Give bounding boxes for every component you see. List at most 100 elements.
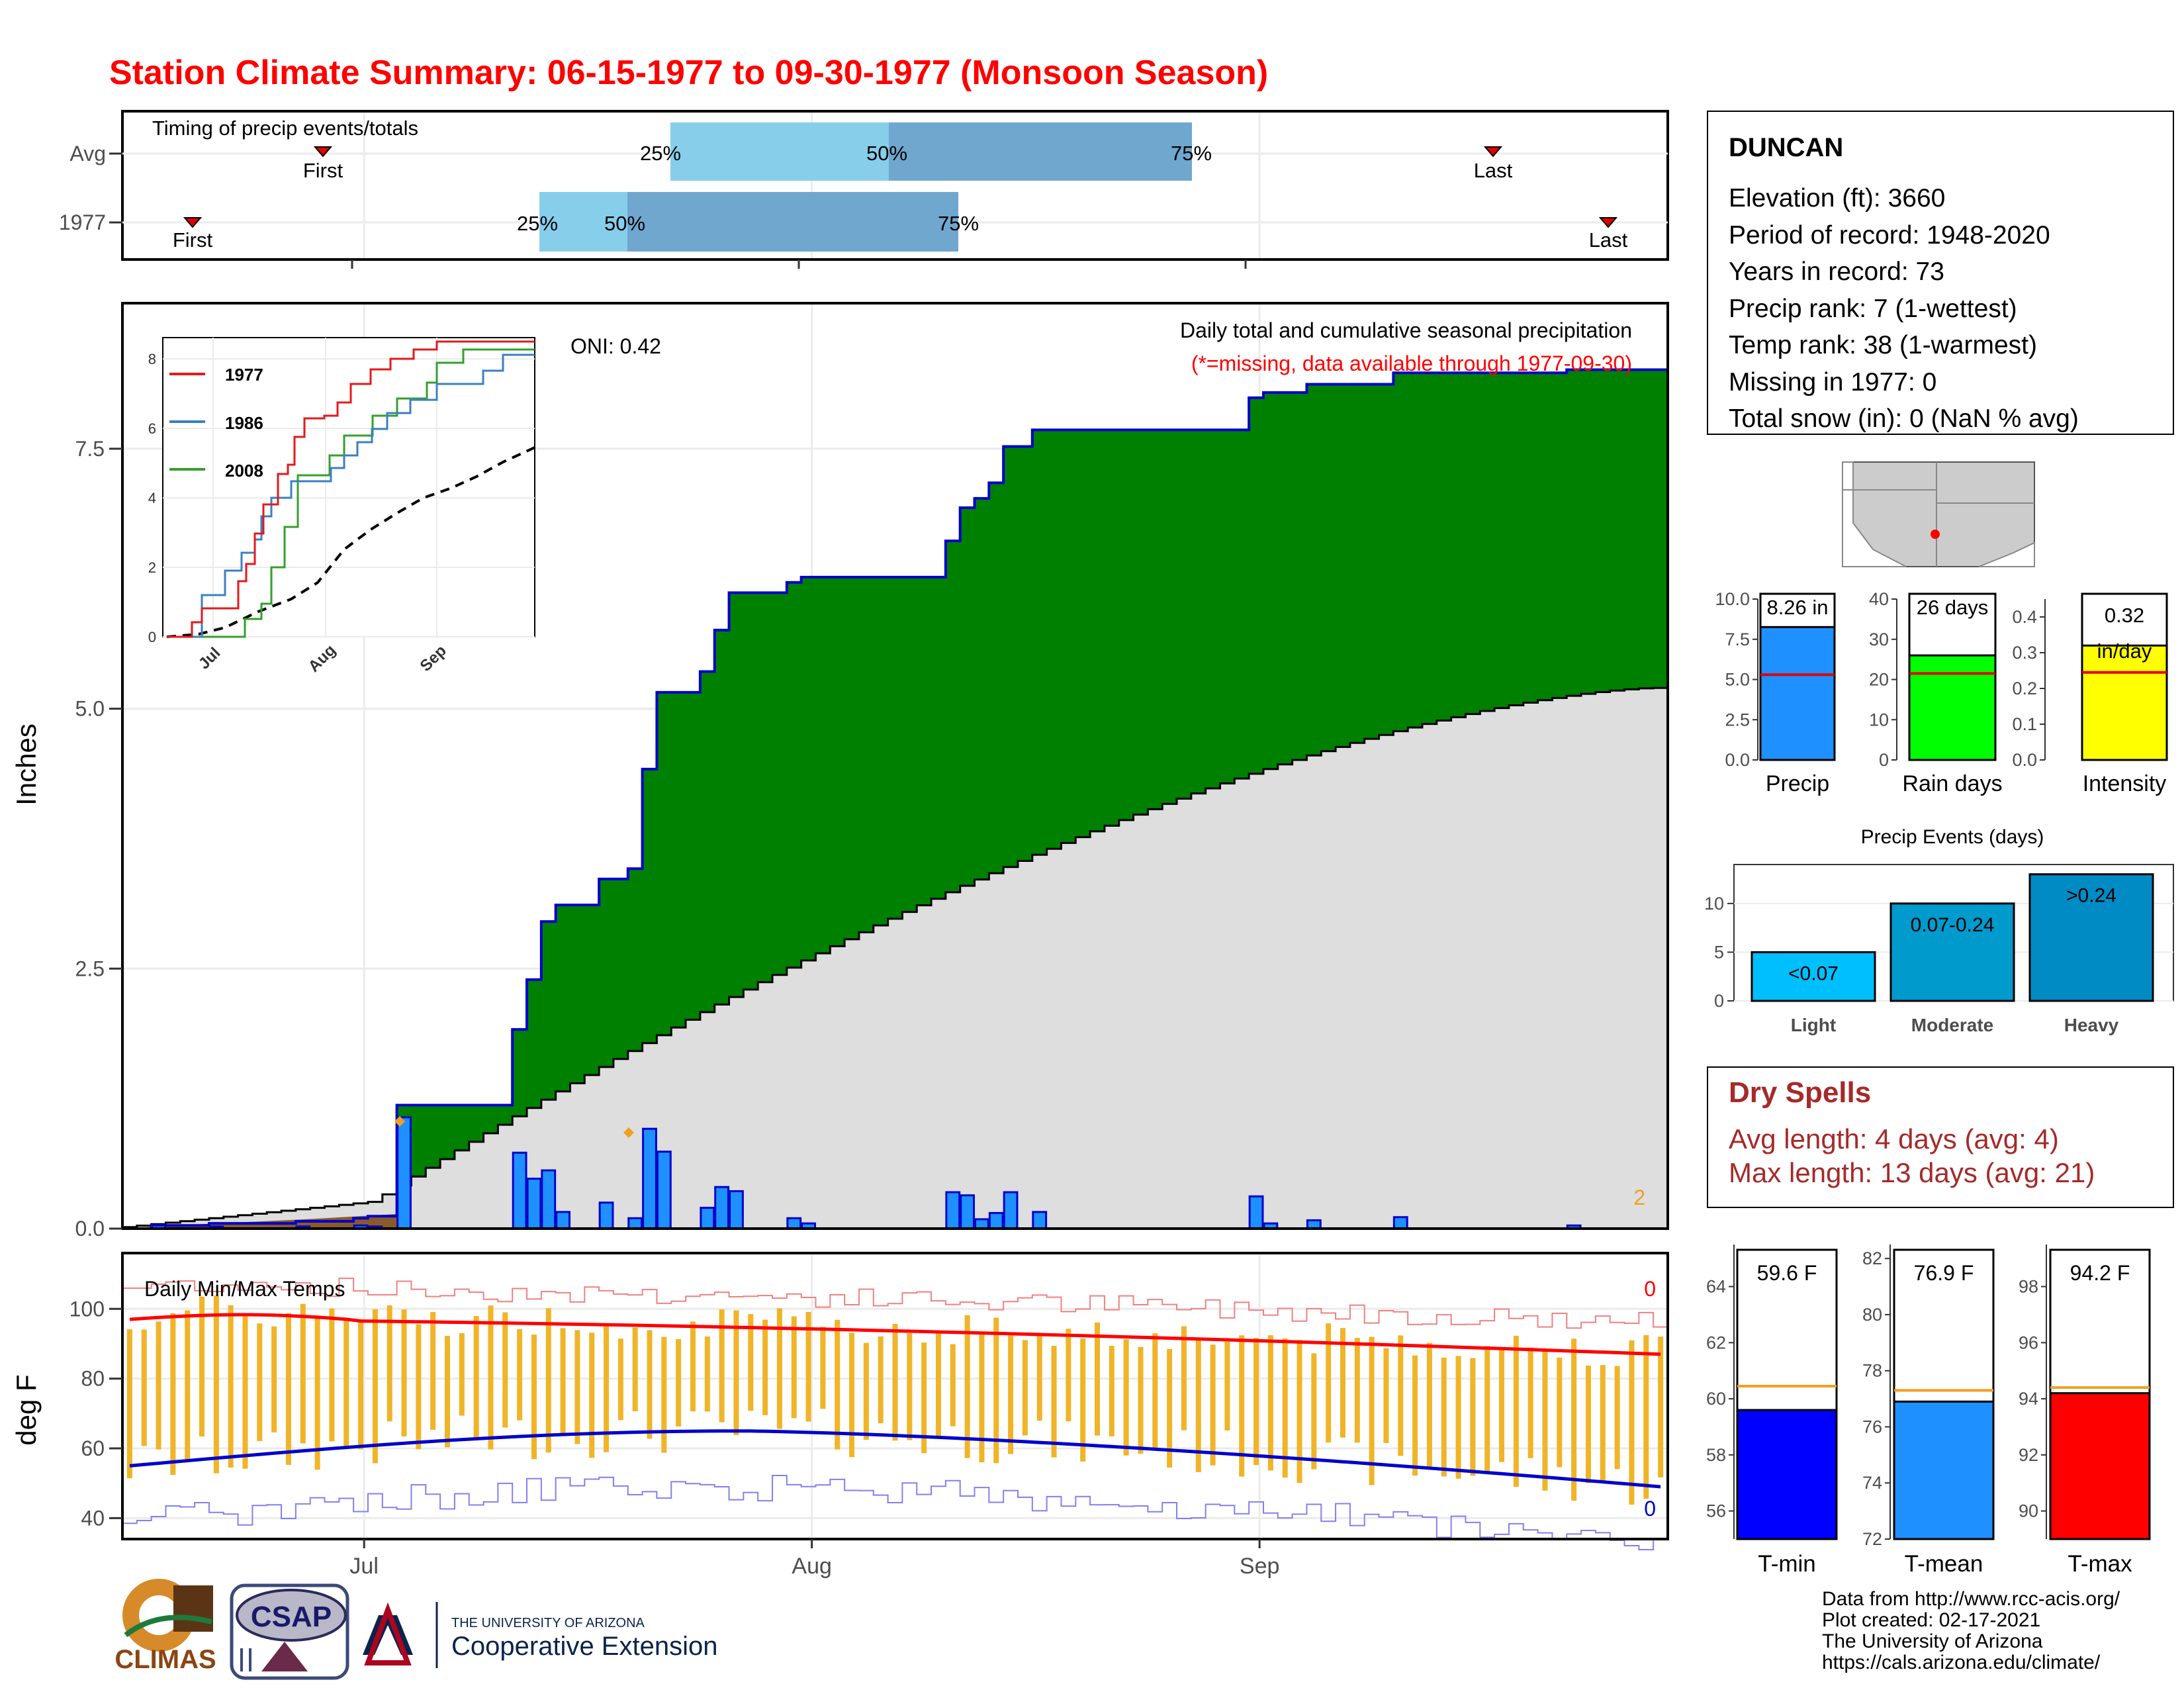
summary-tick-label: 5.0 <box>1725 670 1750 690</box>
temp-summary-tick-label: 80 <box>1862 1305 1882 1325</box>
daily-precip-bar <box>1032 1211 1048 1230</box>
y1977-p25-label: 25% <box>517 212 558 235</box>
daily-temp-bar <box>1210 1344 1216 1466</box>
inset-y-tick-label: 2 <box>148 559 156 576</box>
daily-precip-bar <box>512 1151 527 1230</box>
daily-temp-bar <box>878 1336 884 1423</box>
credit-university: The University of Arizona <box>1822 1630 2043 1652</box>
dry-spells-max: Max length: 13 days (avg: 21) <box>1729 1157 2095 1188</box>
summary-tick-label: 40 <box>1869 589 1889 609</box>
daily-temp-bar <box>401 1309 407 1436</box>
daily-temp-bar <box>156 1321 161 1450</box>
csap-logo: CSAP <box>230 1583 349 1680</box>
missing-note: (*=missing, data available through 1977-… <box>1191 352 1632 375</box>
daily-precip-bar <box>974 1218 989 1230</box>
daily-temp-bar <box>445 1336 451 1448</box>
avg-last-label: Last <box>1474 159 1513 182</box>
daily-temp-bar <box>1181 1326 1187 1430</box>
temp-summary-tick-label: 78 <box>1862 1361 1882 1381</box>
daily-precip-bar <box>1248 1195 1264 1230</box>
summary-bar-label: Rain days <box>1902 771 2002 796</box>
inset-series-1977 <box>167 340 535 638</box>
daily-temp-bar <box>661 1336 667 1453</box>
daily-temp-bar <box>502 1312 508 1428</box>
daily-temp-bar <box>1224 1341 1230 1430</box>
summary-tick-label: 0.4 <box>2012 607 2037 627</box>
daily-temp-bar <box>1109 1346 1115 1436</box>
avg-first-label: First <box>303 159 343 182</box>
temp-summary-label: T-max <box>2068 1551 2132 1577</box>
daily-precip-bar <box>1003 1191 1019 1230</box>
daily-temp-bar <box>560 1328 566 1436</box>
temp-summary-value: 76.9 F <box>1914 1261 1974 1285</box>
daily-temp-bar <box>1095 1322 1101 1436</box>
daily-temp-bar <box>1513 1335 1519 1487</box>
summary-tick-label: 0.2 <box>2012 679 2037 698</box>
daily-temp-bar <box>1282 1338 1288 1478</box>
avg-p50-label: 50% <box>866 142 907 165</box>
daily-temp-bar <box>1600 1365 1606 1482</box>
uofa-logo: THE UNIVERSITY OF ARIZONA Cooperative Ex… <box>363 1602 717 1668</box>
avg-last-marker <box>1483 146 1503 158</box>
events-bar-value: <0.07 <box>1788 962 1839 984</box>
temp-summary-tick-label: 58 <box>1706 1445 1726 1465</box>
x-tick-label: Sep <box>1240 1554 1280 1579</box>
daily-temp-bar <box>199 1296 205 1437</box>
daily-temp-bar <box>892 1323 898 1441</box>
y1977-first-label: First <box>173 228 213 252</box>
daily-temp-bar <box>228 1305 234 1468</box>
credit-data-source: Data from http://www.rcc-acis.org/ <box>1822 1588 2120 1610</box>
daily-temp-bar <box>1297 1340 1302 1483</box>
daily-temp-bar <box>805 1312 811 1422</box>
inset-y-tick-label: 8 <box>148 351 156 367</box>
summary-bar-value: 0.32 <box>2105 604 2144 627</box>
daily-precip-bar <box>729 1190 744 1230</box>
daily-temp-bar <box>647 1330 653 1439</box>
daily-temp-bar <box>1253 1337 1259 1466</box>
daily-temp-bar <box>1369 1336 1375 1485</box>
daily-temp-bar <box>632 1327 638 1411</box>
daily-temp-bar <box>545 1308 551 1453</box>
summary-bar-precip: 0.0 2.5 5.0 7.5 10.0 8.26 in Precip <box>1715 589 1836 796</box>
daily-temp-bar <box>1051 1346 1057 1458</box>
inset-y-tick-label: 4 <box>148 490 156 506</box>
temp-summary-tick-label: 82 <box>1862 1248 1882 1268</box>
daily-temp-bar <box>1441 1357 1447 1477</box>
temp-summary-value: 94.2 F <box>2070 1261 2130 1285</box>
daily-temp-bar <box>185 1310 191 1462</box>
temp-summary-fill <box>1736 1409 1838 1540</box>
events-bar-heavy <box>2028 873 2154 1002</box>
dry-spells-avg: Avg length: 4 days (avg: 4) <box>1729 1123 2059 1154</box>
daily-precip-bar <box>988 1211 1004 1230</box>
temp-summary-tick-label: 90 <box>2019 1501 2038 1521</box>
daily-temp-bar <box>1080 1338 1086 1462</box>
daily-temp-bar <box>387 1305 392 1422</box>
temp-summary-tick-label: 76 <box>1862 1417 1882 1436</box>
y1977-last-label: Last <box>1589 228 1628 252</box>
avg-p25-label: 25% <box>640 142 681 165</box>
daily-precip-bar <box>714 1186 730 1230</box>
daily-temp-bar <box>1008 1335 1014 1454</box>
avg-range-25-50 <box>670 122 889 181</box>
inset-y-tick-label: 6 <box>148 420 156 437</box>
summary-tick-label: 10 <box>1869 710 1889 729</box>
daily-temp-bar <box>1614 1366 1620 1470</box>
temp-summary-fill <box>1893 1400 1995 1540</box>
daily-temp-bar <box>776 1308 782 1429</box>
dry-spells-title: Dry Spells <box>1729 1076 1871 1109</box>
dry-spells-box: Dry Spells Avg length: 4 days (avg: 4) M… <box>1707 1066 2174 1208</box>
summary-bar-fill <box>2081 644 2168 761</box>
daily-temp-bar <box>1383 1348 1389 1443</box>
summary-bar-rain-days: 0 10 20 30 40 26 days Rain days <box>1869 589 2003 796</box>
daily-temp-bar <box>574 1330 580 1444</box>
daily-temp-bar <box>1585 1365 1591 1483</box>
events-bar-moderate <box>1889 902 2015 1002</box>
temp-summary-tick-label: 60 <box>1706 1389 1726 1409</box>
daily-temp-bar <box>1426 1342 1432 1467</box>
temp-summary-tick-label: 64 <box>1706 1277 1726 1297</box>
daily-temp-bar <box>430 1311 436 1430</box>
climas-logo-text: CLIMAS <box>114 1645 216 1674</box>
station-period: Period of record: 1948-2020 <box>1729 221 2050 250</box>
events-bar-value: 0.07-0.24 <box>1911 914 1995 936</box>
station-snow: Total snow (in): 0 (NaN % avg) <box>1729 404 2079 433</box>
